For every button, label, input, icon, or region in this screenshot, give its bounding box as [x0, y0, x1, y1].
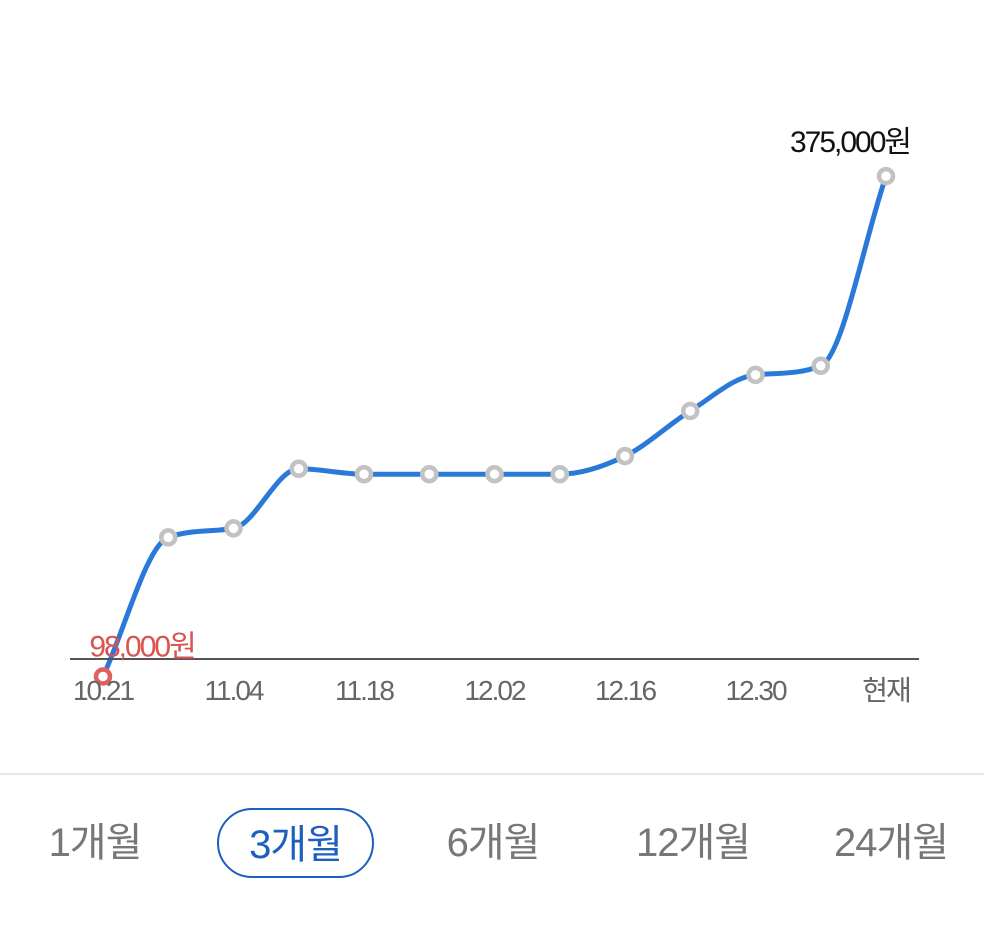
- x-tick-label: 12.30: [725, 675, 786, 706]
- data-point-marker: [224, 519, 243, 538]
- period-selector: 1개월 3개월 6개월 12개월 24개월: [0, 790, 984, 910]
- max-price-marker: [876, 166, 896, 186]
- data-point-marker: [681, 401, 700, 421]
- period-tab-6-months[interactable]: 6개월: [446, 821, 541, 865]
- data-point-markers: [93, 166, 896, 686]
- data-point-marker: [289, 459, 308, 479]
- min-price-marker: [93, 667, 113, 686]
- max-price-label: 375,000원: [790, 126, 910, 159]
- period-tab-1-month[interactable]: 1개월: [48, 821, 143, 865]
- price-series-line: [100, 173, 889, 680]
- period-tab-12-months[interactable]: 12개월: [635, 821, 751, 865]
- data-point-marker: [746, 365, 765, 385]
- data-point-marker: [354, 464, 374, 484]
- min-price-label: 98,000원: [89, 631, 194, 664]
- data-point-marker: [485, 464, 504, 484]
- price-history-chart: 10.21 11.04 11.18 12.02 12.16 12.30 현재 98,000원…: [70, 126, 919, 706]
- data-point-marker: [550, 464, 569, 484]
- x-axis-tick-labels: 10.21 11.04 11.18 12.02 12.16 12.30 현재: [73, 675, 912, 706]
- data-point-marker: [420, 464, 439, 484]
- section-divider: [0, 773, 984, 775]
- x-tick-label: 11.18: [335, 675, 394, 706]
- x-tick-label: 12.16: [595, 675, 656, 706]
- x-tick-label: 12.02: [464, 675, 525, 706]
- data-point-marker: [811, 356, 830, 376]
- x-tick-label: 10.21: [73, 675, 134, 706]
- data-point-marker: [615, 446, 635, 466]
- period-tab-24-months[interactable]: 24개월: [833, 821, 949, 865]
- period-tab-3-months[interactable]: 3개월: [217, 808, 374, 878]
- x-tick-label: 현재: [862, 675, 910, 706]
- x-tick-label: 11.04: [205, 675, 264, 706]
- data-point-marker: [159, 528, 178, 547]
